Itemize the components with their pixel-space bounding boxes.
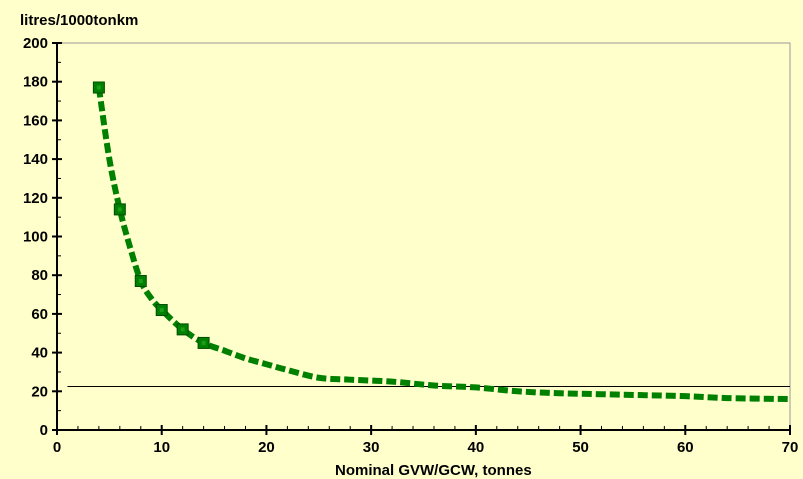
marker-layer bbox=[92, 81, 210, 349]
data-point-marker-inner bbox=[201, 340, 206, 345]
y-tick-label: 160 bbox=[23, 112, 48, 129]
data-point-marker-inner bbox=[138, 279, 143, 284]
x-tick-label: 50 bbox=[572, 439, 589, 456]
x-tick-label: 30 bbox=[363, 439, 380, 456]
data-point-marker-inner bbox=[117, 207, 122, 212]
tick-layer: 0 20 40 60 80 100 120 140 160 180 200 0 10 20 30 40 50 60… bbox=[23, 35, 798, 456]
data-point-marker-inner bbox=[159, 308, 164, 313]
x-tick-label: 10 bbox=[153, 439, 170, 456]
x-tick-label: 60 bbox=[677, 439, 694, 456]
y-tick-label: 40 bbox=[31, 345, 48, 362]
data-point-marker-inner bbox=[96, 85, 101, 90]
y-tick-label: 200 bbox=[23, 35, 48, 52]
x-tick-label: 0 bbox=[53, 439, 61, 456]
data-point-marker-inner bbox=[180, 327, 185, 332]
x-tick-label: 70 bbox=[782, 439, 799, 456]
x-tick-label: 40 bbox=[468, 439, 485, 456]
y-tick-label: 140 bbox=[23, 151, 48, 168]
y-tick-label: 100 bbox=[23, 229, 48, 246]
x-tick-label: 20 bbox=[258, 439, 275, 456]
y-tick-label: 20 bbox=[31, 383, 48, 400]
y-tick-label: 60 bbox=[31, 306, 48, 323]
y-tick-label: 120 bbox=[23, 190, 48, 207]
y-tick-label: 0 bbox=[40, 422, 48, 439]
y-axis-title: litres/1000tonkm bbox=[20, 12, 138, 29]
y-tick-label: 180 bbox=[23, 74, 48, 91]
plot-area bbox=[56, 42, 791, 431]
x-axis-title: Nominal GVW/GCW, tonnes bbox=[335, 462, 532, 479]
y-tick-label: 80 bbox=[31, 267, 48, 284]
